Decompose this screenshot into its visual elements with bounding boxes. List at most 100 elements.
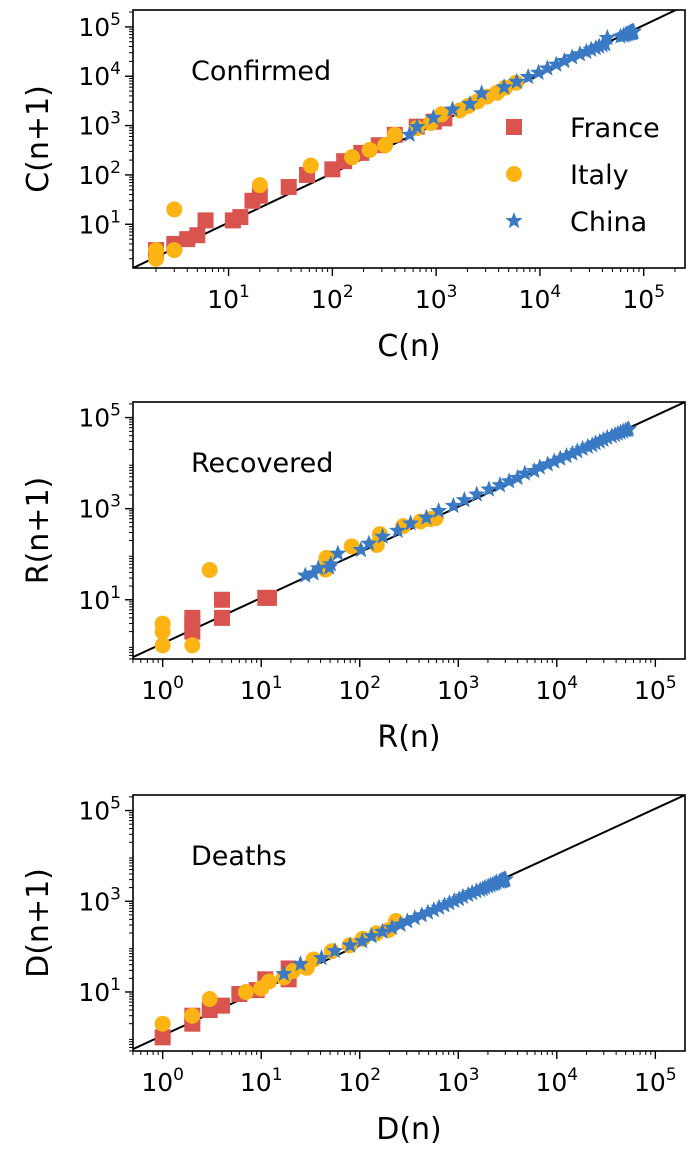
data-point-italy — [201, 562, 218, 579]
y-tick-label: 105 — [78, 794, 121, 826]
x-tick-label: 104 — [535, 673, 578, 705]
data-point-italy — [237, 983, 254, 1000]
data-point-china — [383, 918, 401, 936]
y-tick-label: 102 — [78, 158, 121, 190]
legend-marker-france — [506, 119, 522, 135]
plot-frame — [132, 401, 686, 660]
data-point-china — [596, 35, 614, 52]
data-point-italy — [184, 1007, 201, 1024]
x-axis-label: R(n) — [377, 720, 440, 755]
data-point-china — [574, 439, 592, 457]
data-point-china — [401, 125, 419, 142]
data-point-china — [579, 437, 597, 455]
data-point-italy — [302, 157, 319, 174]
x-tick-label: 100 — [141, 1065, 184, 1097]
y-tick-label: 104 — [78, 59, 121, 91]
plot-frame — [132, 9, 686, 269]
data-point-france — [201, 1002, 218, 1019]
legend-label-italy: Italy — [570, 160, 629, 191]
data-point-china — [417, 508, 435, 526]
data-point-china — [363, 927, 381, 944]
data-point-china — [571, 45, 589, 62]
data-point-italy — [201, 991, 218, 1008]
data-point-china — [551, 449, 569, 466]
data-point-china — [440, 894, 458, 911]
x-tick-label: 105 — [634, 673, 677, 705]
plot-frame — [132, 794, 686, 1052]
legend-marker-china — [505, 212, 523, 229]
data-point-italy — [386, 126, 403, 143]
x-tick-label: 105 — [622, 282, 665, 314]
data-point-china — [455, 491, 473, 508]
data-point-china — [406, 909, 424, 926]
data-point-france — [213, 591, 230, 608]
data-point-china — [329, 544, 347, 561]
data-point-china — [444, 496, 462, 514]
data-point-china — [547, 55, 565, 72]
data-point-china — [413, 906, 431, 923]
data-point-italy — [166, 242, 183, 259]
data-point-china — [539, 455, 557, 472]
legend: France Italy China — [505, 113, 660, 238]
data-point-italy — [377, 137, 394, 154]
data-point-china — [373, 922, 391, 940]
data-point-china — [352, 540, 370, 558]
y-axis-label: D(n+1) — [21, 868, 56, 978]
data-point-china — [353, 932, 371, 949]
data-point-china — [557, 446, 576, 464]
data-point-france — [232, 209, 249, 226]
series-france — [154, 960, 297, 1046]
y-axis-label: C(n+1) — [21, 85, 56, 193]
data-point-china — [275, 964, 293, 982]
data-point-china — [516, 464, 534, 481]
data-point-china — [563, 48, 581, 65]
x-tick-label: 101 — [240, 673, 283, 705]
data-point-italy — [154, 637, 171, 654]
data-point-china — [322, 555, 340, 572]
data-point-china — [430, 501, 448, 519]
data-point-china — [525, 461, 543, 479]
data-point-china — [341, 936, 359, 953]
legend-marker-italy — [506, 166, 522, 182]
data-point-france — [260, 589, 277, 606]
data-point-china — [582, 40, 600, 57]
y-tick-label: 103 — [78, 109, 121, 141]
data-point-france — [280, 178, 297, 195]
panel-label: Deaths — [191, 841, 287, 872]
data-point-china — [500, 472, 518, 489]
data-point-china — [443, 100, 462, 117]
x-tick-label: 105 — [634, 1065, 677, 1097]
data-point-italy — [166, 201, 183, 218]
series-china — [401, 22, 643, 142]
data-point-france — [184, 609, 201, 626]
data-point-china — [313, 949, 331, 966]
data-point-france — [189, 227, 206, 244]
data-point-china — [594, 430, 613, 448]
x-axis-label: D(n) — [376, 1112, 442, 1147]
data-point-china — [568, 442, 586, 459]
panel-recovered: 100 101 102 103 104 105 101 103 105 R(n) R(n+1) Rec… — [21, 401, 686, 755]
legend-label-france: France — [570, 113, 660, 144]
x-tick-label: 101 — [207, 282, 250, 314]
y-tick-label: 101 — [78, 207, 121, 239]
data-point-china — [309, 559, 327, 576]
data-point-china — [435, 896, 454, 913]
y-tick-label: 105 — [78, 10, 121, 42]
data-point-china — [563, 444, 581, 461]
data-point-china — [454, 887, 472, 904]
series-france — [184, 589, 277, 640]
data-point-china — [587, 434, 605, 451]
data-point-china — [419, 903, 437, 920]
x-tick-label: 102 — [338, 673, 381, 705]
data-point-china — [555, 51, 573, 69]
data-point-china — [425, 901, 443, 918]
data-point-china — [508, 72, 526, 90]
data-point-italy — [148, 242, 165, 259]
data-point-china — [531, 458, 549, 475]
data-point-china — [291, 955, 309, 972]
data-point-china — [495, 78, 513, 95]
x-axis-label: C(n) — [377, 329, 440, 364]
data-point-italy — [154, 615, 171, 632]
data-point-china — [480, 480, 498, 497]
data-point-france — [197, 212, 214, 229]
